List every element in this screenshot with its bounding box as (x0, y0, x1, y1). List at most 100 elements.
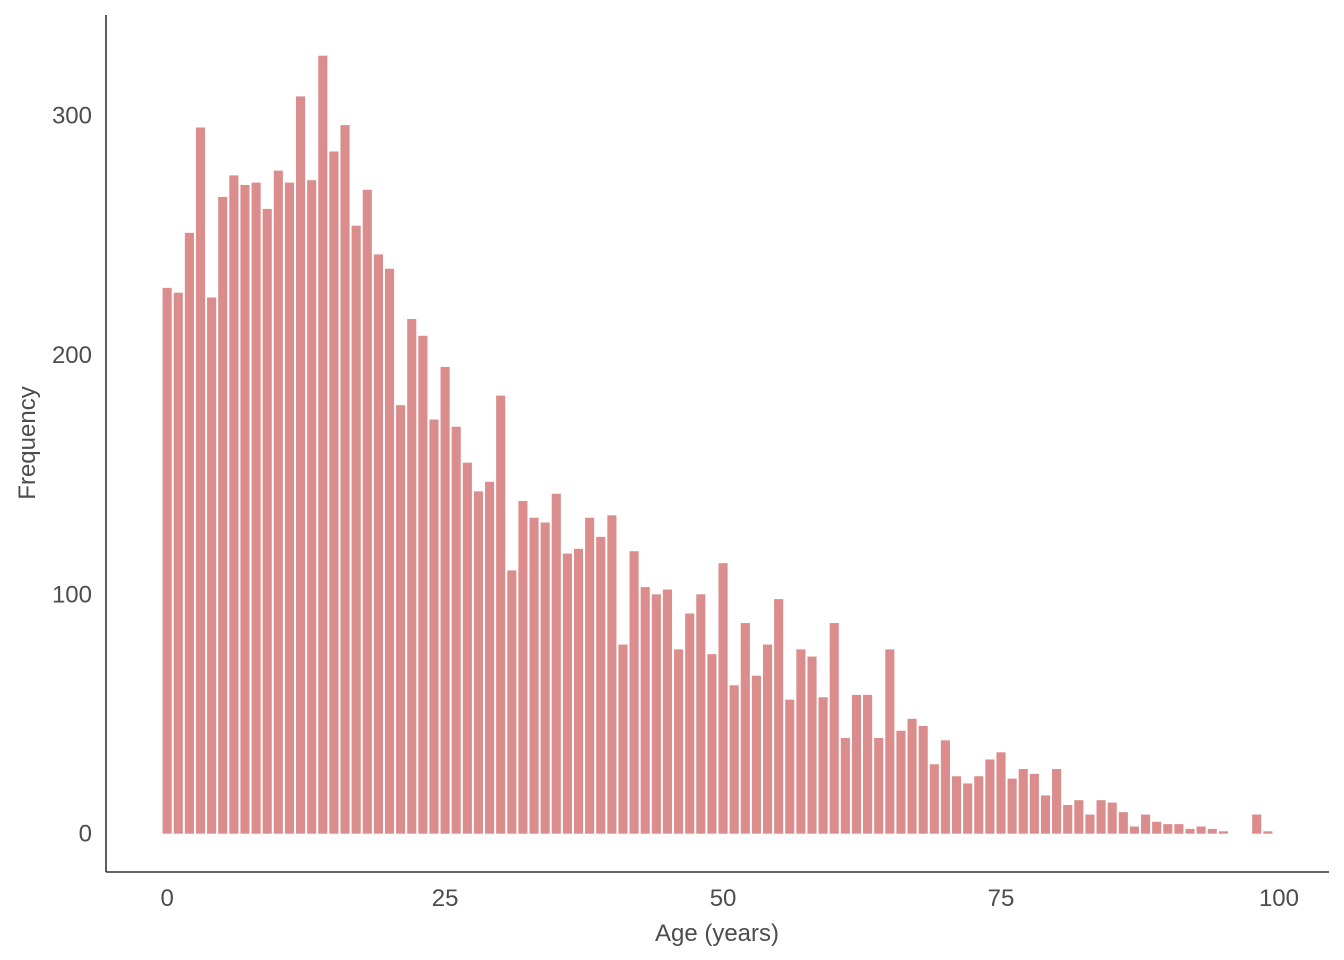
bar-age-71 (951, 776, 962, 834)
bar-age-14 (318, 55, 328, 834)
x-tick-label: 25 (432, 885, 459, 912)
bar-age-63 (863, 694, 873, 834)
bar-age-20 (384, 268, 395, 834)
bar-age-41 (618, 644, 628, 834)
x-axis-ticks: 0 25 50 75 100 (160, 885, 1299, 912)
bar-age-90 (1163, 824, 1173, 834)
bar-age-61 (840, 737, 850, 834)
bar-age-92 (1185, 828, 1195, 834)
y-tick-label: 0 (79, 821, 92, 848)
bar-age-24 (429, 419, 439, 834)
bar-age-44 (651, 594, 661, 834)
bar-age-77 (1018, 769, 1028, 834)
bar-age-82 (1074, 800, 1084, 834)
bar-age-53 (751, 675, 761, 834)
bar-age-80 (1052, 769, 1062, 834)
bar-age-56 (785, 699, 795, 834)
bar-age-86 (1118, 812, 1128, 834)
bar-age-0 (162, 287, 172, 834)
bar-age-50 (718, 563, 728, 834)
bar-age-55 (774, 599, 784, 834)
bar-age-72 (963, 783, 973, 834)
bar-age-70 (940, 740, 950, 834)
x-tick-label: 75 (988, 885, 1015, 912)
bar-age-33 (529, 517, 539, 834)
bar-age-6 (229, 175, 239, 834)
bar-age-66 (896, 730, 906, 834)
bar-age-32 (518, 500, 528, 834)
bar-age-21 (396, 405, 406, 834)
y-tick-label: 300 (52, 103, 92, 130)
bar-age-38 (585, 517, 595, 834)
bar-age-93 (1196, 826, 1206, 834)
bar-age-22 (407, 319, 417, 834)
bar-age-68 (918, 725, 928, 834)
x-tick-label: 100 (1259, 885, 1299, 912)
bar-age-74 (985, 759, 995, 834)
bar-age-45 (662, 589, 673, 834)
bar-age-79 (1040, 795, 1051, 834)
bar-age-65 (885, 649, 895, 834)
bar-age-40 (607, 515, 617, 834)
bar-age-29 (485, 481, 495, 834)
bar-age-76 (1007, 778, 1017, 834)
bar-age-99 (1263, 831, 1273, 834)
bar-age-57 (796, 649, 806, 834)
bar-age-73 (974, 776, 984, 834)
bar-age-84 (1096, 800, 1106, 834)
bar-age-25 (440, 366, 450, 834)
bar-age-88 (1140, 814, 1151, 834)
bar-age-62 (851, 694, 862, 834)
bar-age-35 (551, 493, 561, 834)
bar-age-60 (829, 623, 839, 834)
bar-age-5 (218, 196, 228, 834)
bar-age-54 (762, 644, 773, 834)
bar-age-59 (818, 697, 828, 834)
bar-age-85 (1107, 802, 1117, 834)
bar-age-48 (696, 594, 706, 834)
bar-age-81 (1063, 804, 1073, 834)
bar-age-87 (1129, 826, 1139, 834)
bar-age-49 (707, 654, 717, 834)
y-tick-label: 100 (52, 581, 92, 608)
bar-age-23 (418, 335, 428, 834)
bar-age-19 (373, 254, 383, 834)
bar-age-78 (1029, 773, 1039, 834)
bar-age-58 (807, 656, 817, 834)
bar-age-1 (173, 292, 183, 834)
bar-age-30 (496, 395, 506, 834)
bar-age-27 (462, 462, 472, 834)
y-tick-label: 200 (52, 342, 92, 369)
bar-age-91 (1174, 824, 1184, 834)
bar-age-9 (262, 208, 272, 834)
bar-age-83 (1085, 814, 1095, 834)
bar-age-2 (184, 232, 194, 834)
bar-age-51 (729, 685, 739, 834)
bar-age-64 (874, 737, 884, 834)
bar-age-13 (307, 180, 317, 834)
bar-age-69 (929, 764, 939, 834)
bar-age-67 (907, 718, 917, 834)
bar-age-8 (251, 182, 261, 834)
bar-age-42 (629, 551, 639, 834)
x-axis-title: Age (years) (655, 920, 779, 947)
bar-age-94 (1207, 828, 1217, 834)
bar-age-12 (296, 96, 306, 834)
bar-age-31 (507, 570, 517, 834)
bar-age-4 (207, 297, 217, 834)
bar-age-89 (1152, 821, 1162, 834)
bar-age-7 (240, 184, 250, 834)
bar-age-43 (640, 587, 650, 834)
y-axis-title: Frequency (14, 386, 41, 499)
bar-age-98 (1252, 814, 1262, 834)
bar-age-47 (685, 613, 695, 834)
bar-age-10 (273, 170, 283, 834)
x-tick-label: 0 (160, 885, 173, 912)
bar-age-28 (473, 491, 484, 834)
bar-age-15 (329, 151, 339, 834)
bar-age-26 (451, 426, 461, 834)
x-tick-label: 50 (710, 885, 737, 912)
bar-age-37 (573, 548, 584, 834)
bar-age-18 (362, 189, 372, 834)
